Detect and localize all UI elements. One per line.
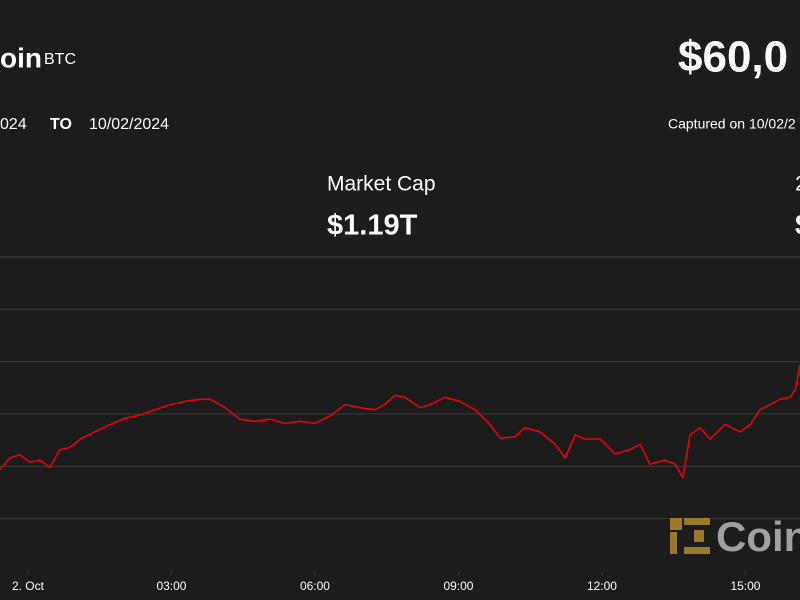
captured: Captured on 10/02/2	[668, 116, 796, 132]
coin-name: oin	[0, 42, 42, 73]
x-tick-label: 09:00	[443, 579, 473, 593]
stat-label: 2	[795, 173, 800, 196]
x-tick-label: 15:00	[730, 579, 760, 593]
stat-value: $1.19T	[327, 210, 418, 242]
coin-symbol: BTC	[44, 51, 76, 68]
x-tick-label: 12:00	[587, 579, 617, 593]
x-tick-label: 06:00	[300, 579, 330, 593]
price-line	[0, 364, 800, 479]
stat-label: Market Cap	[327, 173, 436, 196]
date-to-word: TO	[50, 116, 72, 133]
watermark: Coin	[716, 513, 800, 560]
date-from: 024	[0, 116, 27, 133]
price: $60,0	[678, 33, 788, 82]
date-to: 10/02/2024	[89, 116, 169, 133]
watermark-logo	[670, 518, 710, 554]
x-tick-label: 03:00	[156, 579, 186, 593]
x-tick-label: 2. Oct	[12, 579, 45, 593]
stat-value: $	[795, 210, 800, 242]
